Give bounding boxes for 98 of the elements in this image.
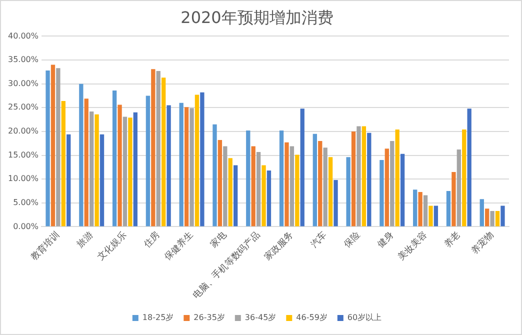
y-tick-label: 5.00% (13, 198, 39, 207)
x-tick-label: 旅游 (74, 230, 96, 250)
y-tick-label: 20.00% (8, 126, 39, 136)
bar (362, 126, 366, 226)
bar (467, 108, 472, 226)
bar (295, 154, 300, 226)
bar (290, 146, 294, 226)
bar (284, 142, 289, 226)
bar (61, 100, 66, 226)
y-tick-label: 40.00% (8, 31, 39, 40)
chart-title: 2020年预期增加消费 (180, 8, 334, 27)
bar (246, 130, 250, 226)
bar (367, 132, 372, 226)
bar (300, 108, 304, 226)
bar (179, 102, 184, 226)
bar (356, 126, 361, 226)
bar (312, 134, 318, 226)
bar (490, 211, 494, 226)
bar (262, 165, 266, 226)
x-tick-label: 保险 (342, 230, 363, 250)
bar (223, 146, 228, 226)
bar (128, 118, 132, 226)
bar (500, 206, 505, 226)
bar (212, 124, 217, 226)
bar (446, 191, 451, 226)
bar (79, 84, 84, 226)
legend-label: 18-25岁 (142, 313, 174, 322)
bar (456, 150, 461, 226)
bar (400, 154, 405, 226)
bar (418, 192, 422, 226)
bar (190, 108, 194, 226)
bar (46, 70, 50, 226)
y-tick-label: 35.00% (8, 55, 39, 64)
y-tick-label: 0.00% (13, 222, 39, 231)
bar (166, 105, 171, 226)
bar (100, 134, 104, 226)
bar (318, 140, 322, 226)
bar (423, 195, 428, 226)
bar (434, 206, 438, 226)
bar (184, 107, 189, 226)
legend-label: 26-35岁 (194, 313, 225, 322)
x-tick-label: 保健养生 (162, 230, 196, 263)
bar (162, 78, 166, 226)
bar (279, 130, 284, 226)
bar (462, 130, 466, 226)
x-tick-label: 健身 (375, 230, 396, 250)
bar (384, 148, 389, 226)
legend-label: 60岁以上 (347, 313, 382, 322)
x-tick-label: 家政服务 (262, 230, 296, 263)
bar (151, 69, 156, 226)
y-tick-label: 15.00% (8, 150, 39, 160)
x-tick-label: 教育培训 (28, 230, 62, 263)
bar (118, 104, 122, 226)
bar (495, 211, 500, 226)
bar (413, 190, 418, 226)
bar (84, 98, 88, 226)
x-tick-label: 养老 (442, 230, 463, 250)
bar (66, 134, 71, 226)
x-tick-label: 汽车 (308, 230, 330, 250)
bar (346, 157, 350, 226)
bar (156, 70, 160, 226)
legend-label: 46-59岁 (296, 313, 328, 322)
bar (428, 206, 433, 226)
bar (90, 111, 94, 226)
bar (328, 157, 333, 226)
x-tick-label: 美妆美容 (396, 230, 430, 263)
bar (323, 148, 328, 226)
bar (194, 94, 200, 226)
y-tick-label: 30.00% (8, 78, 39, 88)
bar (200, 92, 204, 226)
x-tick-label: 住房 (142, 230, 162, 250)
bar (146, 96, 150, 226)
x-tick-label: 家电 (208, 230, 229, 250)
bar (56, 68, 60, 226)
bar (50, 64, 56, 226)
bar (133, 112, 138, 226)
bar (228, 158, 232, 226)
bar (480, 199, 484, 226)
bar (390, 140, 394, 226)
bar (234, 165, 238, 226)
bar (256, 152, 261, 226)
bar (485, 208, 490, 226)
bar (452, 172, 456, 226)
bar (251, 146, 256, 226)
bar (380, 160, 384, 226)
bar (94, 114, 99, 226)
y-tick-label: 10.00% (8, 174, 39, 184)
bar (351, 131, 356, 226)
bar (334, 180, 338, 226)
bar (218, 140, 222, 226)
x-tick-label: 文化娱乐 (96, 230, 129, 263)
bar (112, 90, 117, 226)
legend-label: 36-45岁 (244, 313, 276, 322)
x-tick-label: 养宠物 (469, 230, 496, 256)
bar (122, 116, 128, 226)
y-tick-label: 25.00% (8, 102, 39, 112)
bar (266, 170, 272, 226)
bar (395, 130, 400, 226)
